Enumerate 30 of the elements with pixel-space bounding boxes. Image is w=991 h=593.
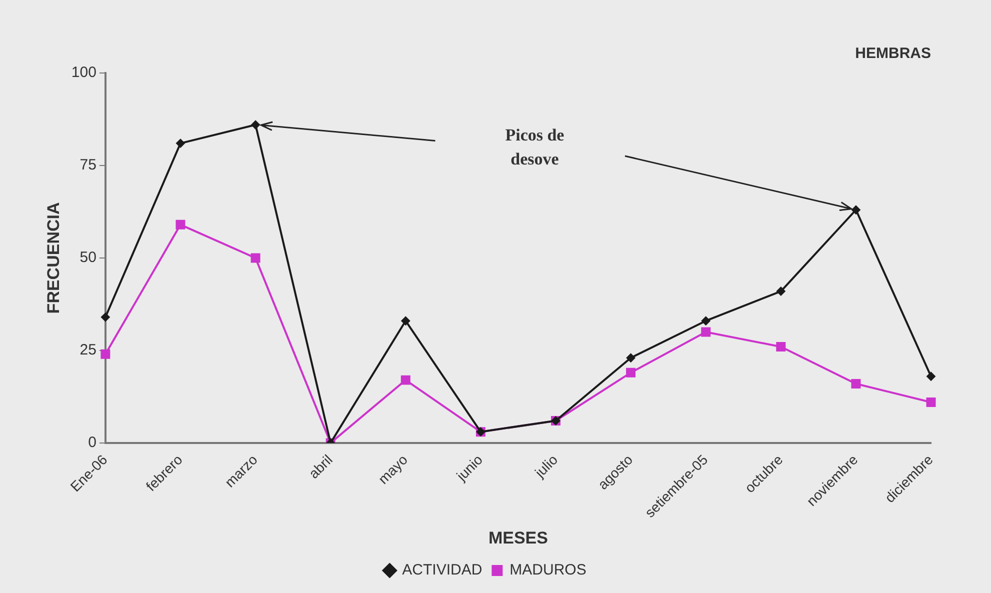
point <box>100 349 110 359</box>
point <box>400 375 410 385</box>
point <box>251 120 260 130</box>
point <box>701 327 711 337</box>
point <box>401 316 410 326</box>
y-tick-label: 75 <box>80 156 96 174</box>
y-tick-label: 25 <box>80 342 96 359</box>
legend-label: ACTIVIDAD <box>402 562 482 579</box>
point <box>176 138 185 148</box>
y-tick-label: 0 <box>88 434 96 452</box>
y-axis-title: FRECUENCIA <box>44 202 63 314</box>
point <box>776 342 786 352</box>
point <box>926 398 936 407</box>
x-axis-title: MESES <box>488 528 548 548</box>
point <box>701 316 710 326</box>
annotation: Picos de desove <box>505 125 565 168</box>
point <box>176 220 186 230</box>
y-tick-label: 50 <box>80 249 96 266</box>
y-tick-label: 100 <box>71 64 96 82</box>
point <box>851 205 860 214</box>
point <box>851 379 861 388</box>
x-tick-label: julio <box>530 451 561 482</box>
legend-label: MADUROS <box>510 562 586 579</box>
point <box>250 253 260 263</box>
chart-title: HEMBRAS <box>855 45 931 62</box>
point <box>626 353 636 362</box>
point <box>776 286 786 296</box>
point <box>100 312 110 322</box>
point <box>626 368 636 378</box>
point <box>926 372 936 381</box>
